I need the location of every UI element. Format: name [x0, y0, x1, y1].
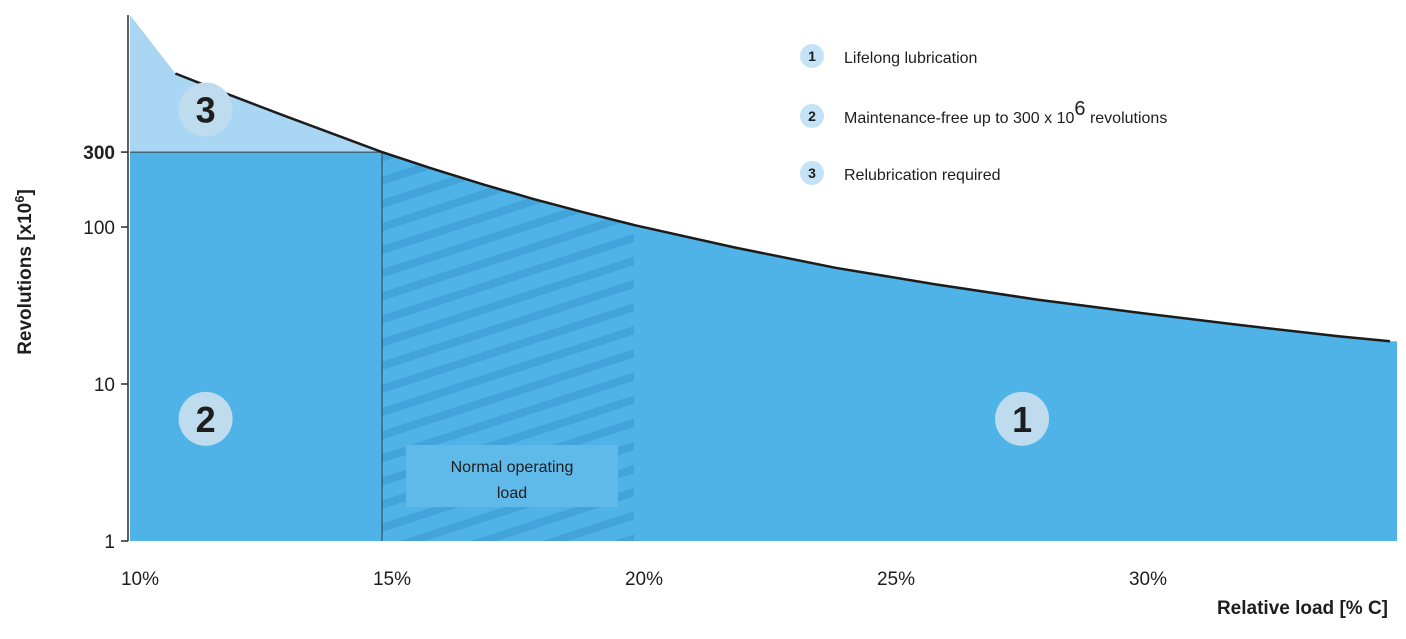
- legend: 1 Lifelong lubrication 2 Maintenance-fre…: [800, 44, 1167, 185]
- legend-label-1: Lifelong lubrication: [844, 50, 977, 67]
- legend-number-1: 1: [808, 48, 816, 64]
- x-tick-label-30: 30%: [1129, 569, 1167, 590]
- legend-label-2-pre: Maintenance-free up to 300 x 10: [844, 110, 1074, 127]
- y-axis-ticks: 1 10 100 300: [83, 143, 128, 553]
- x-tick-label-25: 25%: [877, 569, 915, 590]
- region-marker-circle-2: [178, 391, 233, 446]
- x-axis-title: Relative load [% C]: [1217, 598, 1388, 619]
- region-marker-circle-3: [178, 82, 233, 137]
- region-marker-number-1: 1: [1012, 399, 1032, 440]
- x-tick-label-15: 15%: [373, 569, 411, 590]
- legend-label-2-sup: 6: [1074, 98, 1085, 120]
- x-tick-label-10: 10%: [121, 569, 159, 590]
- legend-marker-3: [800, 161, 824, 185]
- normal-operating-label-line2: load: [497, 485, 527, 502]
- relubrication-region: [130, 15, 382, 153]
- legend-label-2: Maintenance-free up to 300 x 106 revolut…: [844, 98, 1167, 127]
- y-tick-label-300: 300: [83, 143, 115, 164]
- region-marker-circle-1: [995, 391, 1050, 446]
- y-tick-label-100: 100: [83, 218, 115, 239]
- x-tick-label-20: 20%: [625, 569, 663, 590]
- region-marker-number-3: 3: [196, 90, 216, 131]
- region-marker-number-2: 2: [196, 399, 216, 440]
- legend-item-2: 2 Maintenance-free up to 300 x 106 revol…: [800, 98, 1167, 128]
- y-tick-label-10: 10: [94, 375, 115, 396]
- legend-marker-1: [800, 44, 824, 68]
- y-axis-title-main: Revolutions [x10: [15, 203, 36, 355]
- y-tick-label-1: 1: [104, 532, 115, 553]
- legend-item-1: 1 Lifelong lubrication: [800, 44, 977, 68]
- y-axis-title: Revolutions [x106]: [12, 189, 36, 355]
- normal-operating-box: [406, 445, 618, 507]
- legend-marker-2: [800, 104, 824, 128]
- region-markers: 1 2 3: [178, 82, 1050, 446]
- legend-label-2-post: revolutions: [1086, 110, 1168, 127]
- lubrication-region: [130, 152, 1397, 541]
- life-curve: [174, 72, 1391, 343]
- y-axis-title-end: ]: [15, 189, 36, 195]
- legend-number-2: 2: [808, 108, 816, 124]
- plot-area: [130, 15, 1397, 541]
- legend-number-3: 3: [808, 165, 816, 181]
- legend-item-3: 3 Relubrication required: [800, 161, 1001, 185]
- normal-operating-label-line1: Normal operating: [451, 459, 574, 476]
- y-axis-title-sup: 6: [12, 196, 27, 203]
- legend-label-3: Relubrication required: [844, 167, 1001, 184]
- x-axis-ticks: 10% 15% 20% 25% 30%: [121, 569, 1167, 590]
- normal-operating-hatch: [382, 152, 634, 541]
